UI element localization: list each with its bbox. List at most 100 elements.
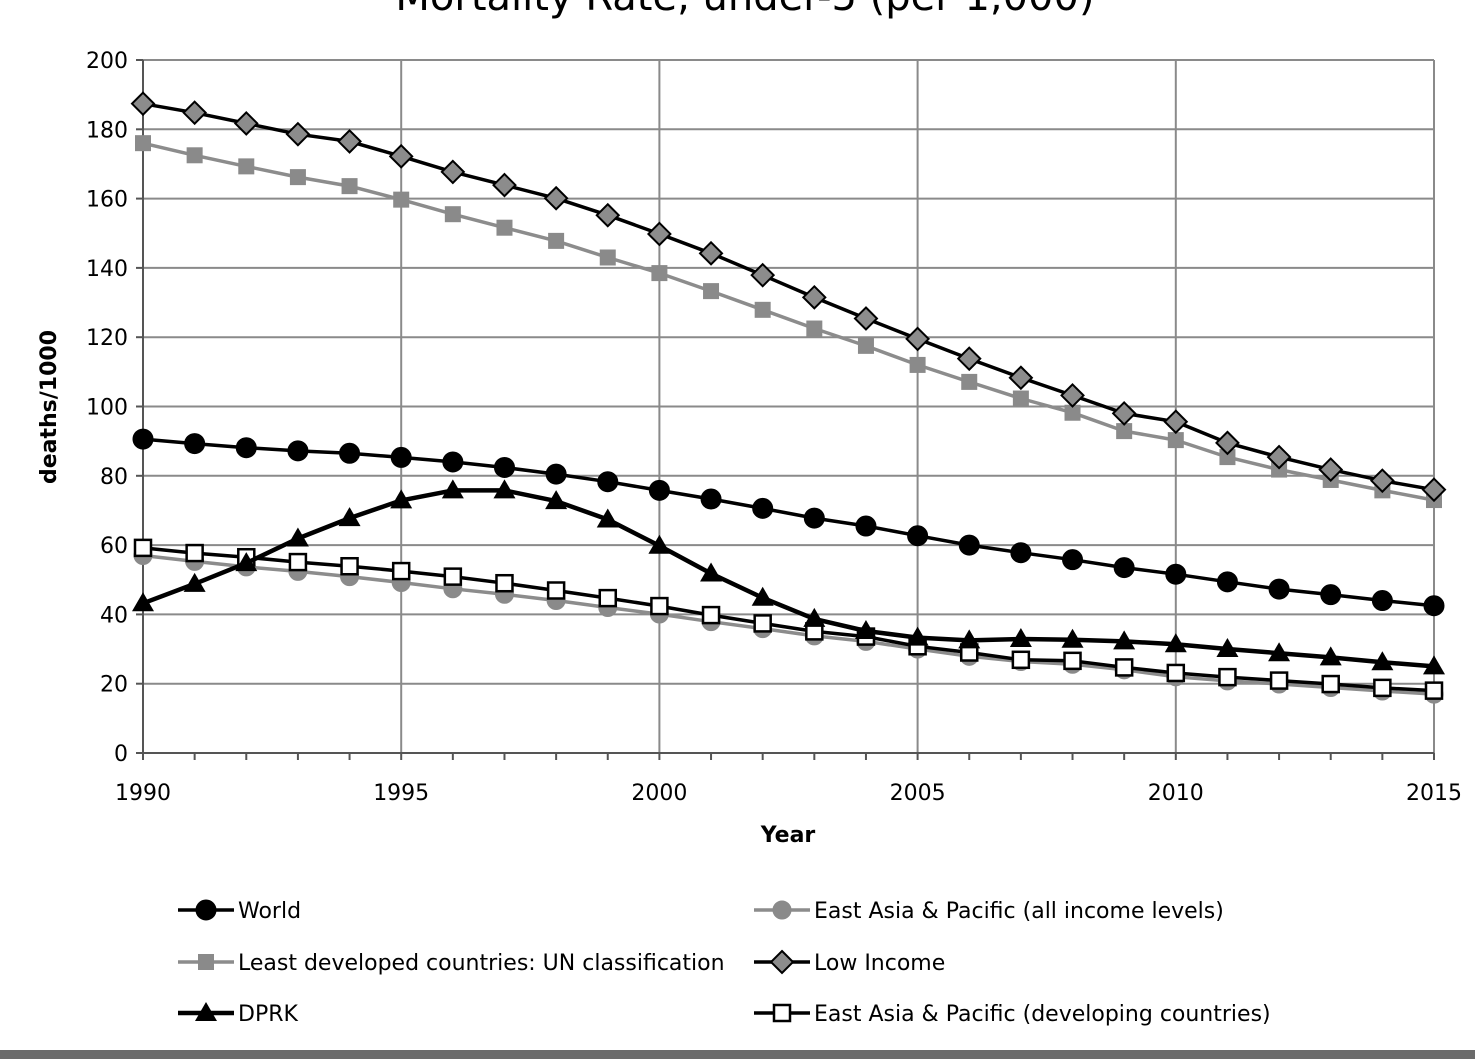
data-point <box>700 562 723 582</box>
data-point <box>543 185 569 211</box>
data-point <box>1008 365 1034 391</box>
data-point <box>444 206 461 223</box>
data-point <box>496 219 513 236</box>
data-point <box>1369 468 1395 494</box>
data-point <box>651 265 668 282</box>
data-point <box>750 262 776 288</box>
data-point <box>956 346 982 372</box>
data-point <box>1318 457 1344 482</box>
data-point <box>1424 681 1444 700</box>
data-point <box>132 592 154 612</box>
data-point <box>1319 646 1342 666</box>
series-line <box>142 546 1435 693</box>
legend-marker <box>195 1002 217 1021</box>
legend-label: East Asia & Pacific (all income levels) <box>814 899 1224 924</box>
data-point <box>182 100 208 126</box>
data-point <box>442 451 464 473</box>
legend-label: World <box>238 899 301 924</box>
data-point <box>1163 409 1189 435</box>
x-axis-label: Year <box>760 823 816 848</box>
series-line <box>142 141 1435 502</box>
data-point <box>1164 633 1187 653</box>
data-point <box>340 556 359 576</box>
data-point <box>1061 628 1084 648</box>
data-point <box>648 534 671 554</box>
y-tick-label: 60 <box>100 534 128 559</box>
data-point <box>1063 651 1082 671</box>
data-point <box>135 135 151 152</box>
legend-item: East Asia & Pacific (all income levels) <box>754 899 1224 924</box>
data-point <box>339 442 361 464</box>
data-point <box>905 326 931 352</box>
data-point <box>1010 542 1032 564</box>
y-tick-label: 0 <box>114 742 128 767</box>
data-point <box>390 446 412 468</box>
data-point <box>289 169 306 186</box>
series-low-income <box>130 91 1447 503</box>
data-point <box>646 221 672 247</box>
data-point <box>285 121 311 147</box>
data-point <box>1166 663 1186 683</box>
data-point <box>132 428 154 450</box>
data-point <box>1219 449 1236 466</box>
y-tick-label: 160 <box>86 188 128 213</box>
data-point <box>183 572 206 592</box>
data-point <box>233 110 259 136</box>
data-point <box>391 561 411 581</box>
data-point <box>1111 401 1137 426</box>
data-point <box>1320 584 1342 606</box>
data-point <box>596 508 619 528</box>
data-point <box>185 543 204 563</box>
x-tick-label: 2005 <box>890 781 946 806</box>
legend-item: East Asia & Pacific (developing countrie… <box>754 1002 1271 1027</box>
x-tick-label: 2000 <box>631 781 687 806</box>
data-point <box>598 588 618 608</box>
series-dprk <box>132 479 1445 675</box>
data-point <box>907 525 929 547</box>
data-point <box>853 306 879 331</box>
chart-title: Mortality Rate, under-5 (per 1,000) <box>395 0 1094 20</box>
y-tick-label: 40 <box>100 603 128 628</box>
legend-item: Low Income <box>754 949 945 976</box>
y-tick-label: 180 <box>86 118 128 143</box>
data-point <box>700 488 722 510</box>
data-point <box>1011 650 1031 670</box>
data-point <box>754 301 771 318</box>
data-point <box>545 463 567 485</box>
y-tick-label: 200 <box>86 49 128 74</box>
data-point <box>443 567 463 586</box>
data-point <box>1116 423 1133 440</box>
y-axis-label: deaths/1000 <box>37 330 62 484</box>
data-point <box>648 479 670 501</box>
data-point <box>186 147 203 164</box>
data-point <box>1113 630 1136 650</box>
data-point <box>703 283 720 300</box>
data-point <box>1009 628 1032 648</box>
legend-item: DPRK <box>178 1002 298 1027</box>
legend: World East Asia & Pacific (all income lev… <box>178 899 1271 1027</box>
x-tick-label: 1990 <box>115 781 171 806</box>
data-point <box>133 538 153 558</box>
data-point <box>1321 674 1340 694</box>
y-tick-label: 100 <box>86 396 128 421</box>
data-point <box>493 479 516 499</box>
data-point <box>441 479 464 499</box>
y-tick-label: 80 <box>100 465 128 490</box>
series-world <box>132 428 1445 617</box>
data-point <box>751 586 774 606</box>
data-point <box>1371 590 1393 612</box>
legend-marker <box>195 899 217 921</box>
data-point <box>1218 667 1237 687</box>
data-point <box>806 320 823 337</box>
data-point <box>287 440 309 462</box>
legend-marker <box>772 900 792 920</box>
data-point <box>803 607 826 627</box>
data-point <box>235 437 257 459</box>
data-point <box>440 159 466 185</box>
legend-label: Least developed countries: UN classifica… <box>238 951 725 976</box>
data-point <box>1060 382 1085 408</box>
series-group <box>130 91 1447 704</box>
legend-item: World <box>178 899 301 924</box>
data-point <box>958 534 980 556</box>
data-point <box>909 356 926 373</box>
